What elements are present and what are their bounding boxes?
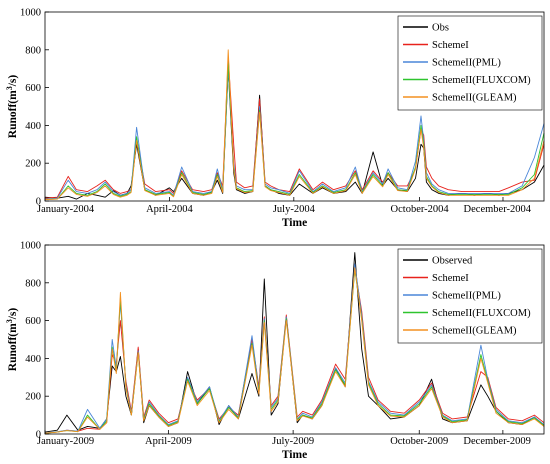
x-axis-title: Time (282, 217, 307, 229)
legend-label: SchemeII(PML) (432, 291, 501, 302)
legend-label: SchemeI (432, 40, 469, 51)
y-axis-title: Runoff(m3/s) (5, 308, 20, 372)
series-line-schemeii-fluxcom--panel-1 (44, 62, 545, 200)
y-tick-label: 600 (25, 83, 41, 94)
legend-label: Obs (432, 23, 449, 34)
y-tick-label: 400 (25, 121, 41, 132)
y-tick-label: 1000 (20, 8, 41, 19)
x-tick-label: July-2004 (273, 204, 316, 215)
x-tick-label: December-2009 (463, 436, 530, 447)
legend-label: SchemeII(FLUXCOM) (432, 308, 531, 319)
x-tick-label: April-2004 (146, 204, 193, 215)
y-tick-label: 1000 (20, 241, 41, 252)
x-tick-label: October-2004 (391, 204, 450, 215)
plot-area-frame-panel-1 (44, 11, 545, 202)
plot-area-frame-panel-2 (44, 244, 545, 435)
legend-label: SchemeI (432, 273, 469, 284)
y-tick-label: 0 (36, 197, 41, 208)
x-tick-label: January-2009 (37, 436, 94, 447)
series-line-observed-panel-2 (44, 252, 545, 433)
legend-label: SchemeII(FLUXCOM) (432, 75, 531, 86)
x-tick-label: October-2009 (390, 436, 448, 447)
series-line-schemeii-gleam--panel-2 (44, 267, 545, 434)
x-tick-label: July-2009 (272, 436, 314, 447)
x-tick-label: December-2004 (464, 204, 532, 215)
legend-label: SchemeII(GLEAM) (432, 93, 517, 104)
y-tick-label: 200 (25, 159, 41, 170)
x-axis-title: Time (282, 449, 307, 461)
legend-box-panel-2 (397, 248, 543, 344)
series-line-schemeii-gleam--panel-1 (44, 49, 545, 200)
legend-label: SchemeII(GLEAM) (432, 326, 517, 337)
y-tick-label: 800 (25, 45, 41, 56)
y-axis-title: Runoff(m3/s) (5, 75, 20, 139)
y-tick-label: 200 (25, 392, 41, 403)
x-tick-label: January-2004 (37, 204, 95, 215)
legend-box-panel-1 (397, 15, 543, 111)
legend-label: Observed (432, 256, 473, 267)
y-tick-label: 400 (25, 354, 41, 365)
x-tick-label: April-2009 (145, 436, 192, 447)
y-tick-label: 800 (25, 278, 41, 289)
y-tick-label: 0 (36, 430, 41, 441)
series-line-schemeii-pml--panel-1 (44, 68, 545, 200)
y-tick-label: 600 (25, 316, 41, 327)
legend-label: SchemeII(PML) (432, 58, 501, 69)
